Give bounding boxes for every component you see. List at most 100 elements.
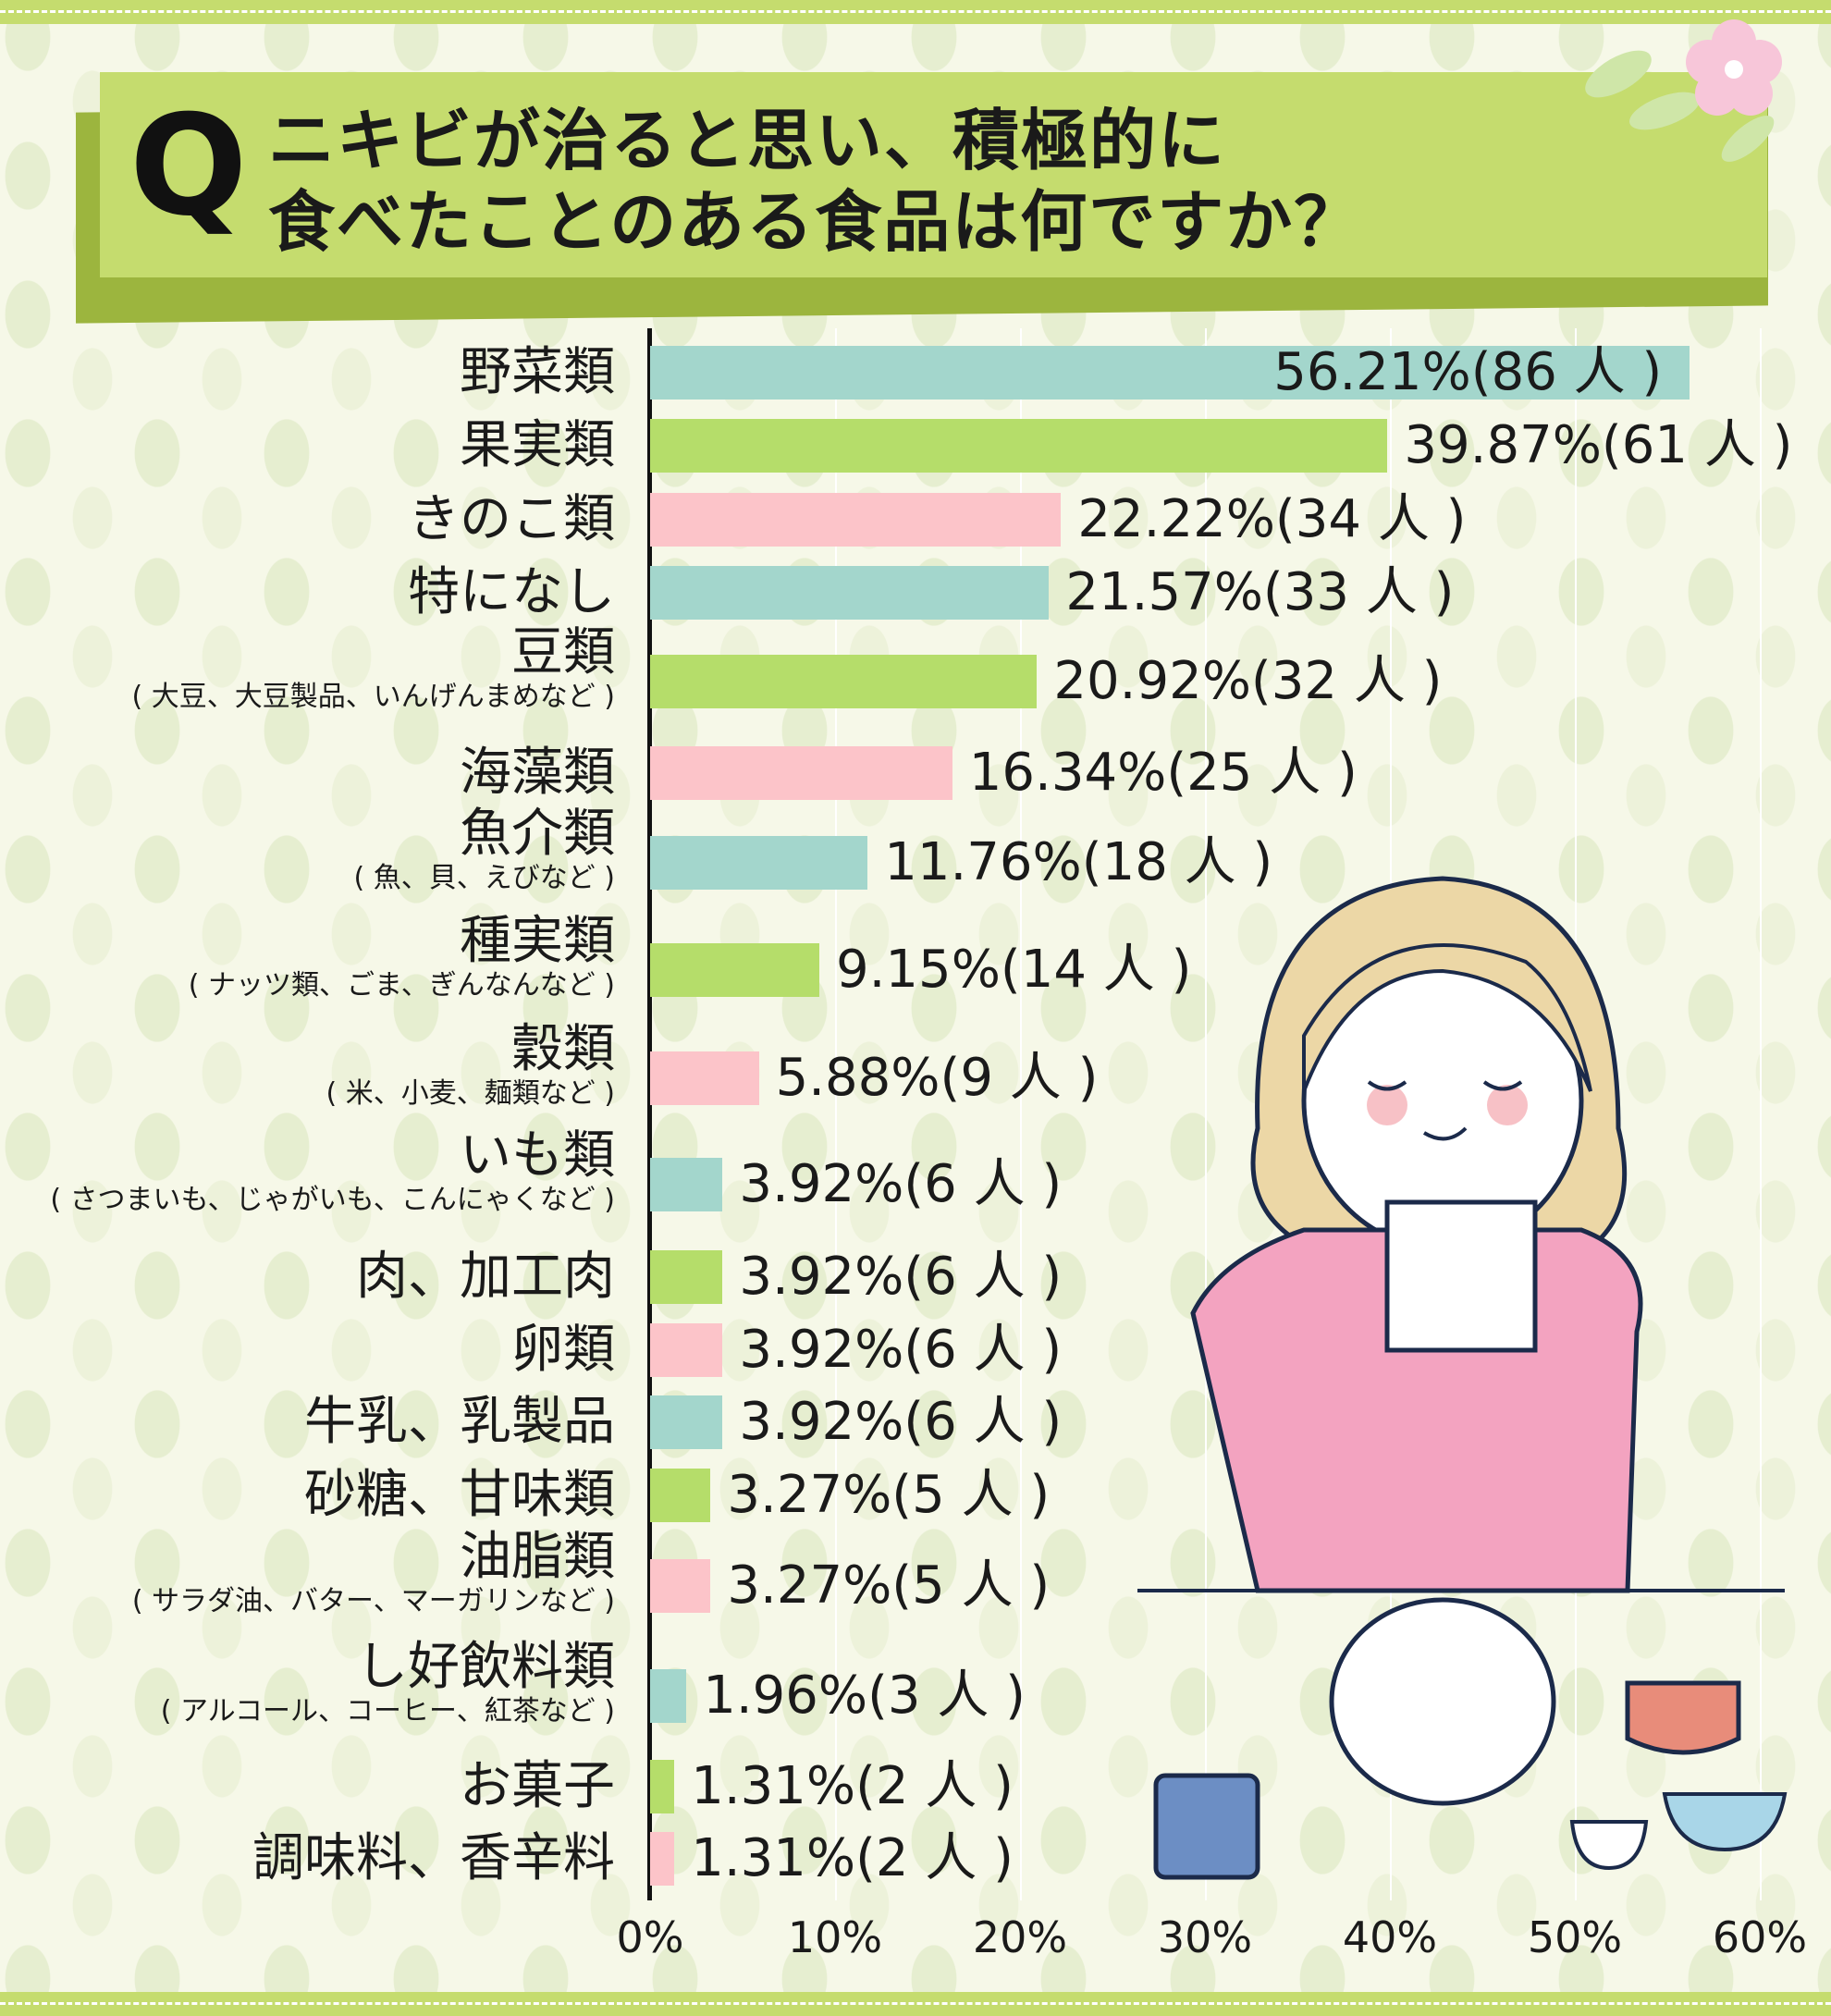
category-label: 種実類( ナッツ類、ごま、ぎんなんなど ): [189, 913, 615, 1002]
category-label: 穀類( 米、小麦、麺類など ): [326, 1021, 615, 1110]
x-tick-label: 0%: [616, 1912, 684, 1962]
y-axis-line: [647, 328, 652, 1900]
bar: [650, 1250, 723, 1304]
x-tick-label: 20%: [972, 1912, 1068, 1962]
category-name: 果実類: [460, 415, 615, 475]
x-tick-label: 30%: [1157, 1912, 1253, 1962]
category-label: 特になし: [408, 564, 615, 621]
category-note: ( 米、小麦、麺類など ): [326, 1077, 615, 1110]
data-label: 5.88%(9 人 ): [775, 1048, 1099, 1108]
category-note: ( さつまいも、じゃがいも、こんにゃくなど ): [50, 1184, 615, 1216]
category-note: ( アルコール、コーヒー、紅茶など ): [160, 1695, 615, 1727]
data-label: 11.76%(18 人 ): [884, 832, 1273, 892]
gridline: [835, 328, 837, 1900]
flower-icon: [1585, 19, 1782, 162]
category-name: 穀類: [511, 1019, 615, 1079]
data-label: 22.22%(34 人 ): [1077, 489, 1467, 549]
title-line-2: 食べたことのある食品は何ですか？: [268, 183, 1363, 261]
title-line-1: ニキビが治ると思い、積極的に: [268, 102, 1227, 179]
category-name: 豆類: [511, 622, 615, 682]
category-name: 野菜類: [460, 342, 615, 402]
category-label: し好飲料類( アルコール、コーヒー、紅茶など ): [161, 1639, 615, 1727]
bar: [650, 836, 868, 890]
category-label: お菓子: [460, 1758, 615, 1815]
bar: [650, 1395, 723, 1449]
category-name: お菓子: [460, 1756, 615, 1816]
data-label: 1.31%(2 人 ): [691, 1828, 1014, 1888]
top-border: [0, 0, 1831, 24]
category-label: 海藻類: [460, 744, 615, 802]
data-label: 1.96%(3 人 ): [703, 1666, 1026, 1726]
data-label: 39.87%(61 人 ): [1404, 415, 1793, 475]
bar: [650, 1158, 723, 1211]
category-name: 油脂類: [460, 1527, 615, 1587]
bottom-border: [0, 1992, 1831, 2016]
category-name: 牛乳、乳製品: [304, 1392, 615, 1452]
category-note: ( サラダ油、バター、マーガリンなど ): [131, 1585, 615, 1617]
title-banner: [100, 72, 1767, 277]
category-name: 魚介類: [460, 804, 615, 864]
category-label: 卵類: [511, 1321, 615, 1379]
data-label: 16.34%(25 人 ): [968, 743, 1358, 803]
category-name: 種実類: [460, 911, 615, 971]
category-label: 野菜類: [460, 344, 615, 401]
category-name: 砂糖、甘味類: [304, 1465, 615, 1525]
category-label: きのこ類: [408, 491, 615, 548]
data-label: 21.57%(33 人 ): [1065, 562, 1455, 622]
bar: [650, 566, 1050, 620]
gridline: [1205, 328, 1207, 1900]
data-label: 9.15%(14 人 ): [836, 940, 1192, 1000]
category-note: ( 大豆、大豆製品、いんげんまめなど ): [131, 681, 615, 713]
bar: [650, 1832, 675, 1886]
category-label: 豆類( 大豆、大豆製品、いんげんまめなど ): [132, 624, 615, 713]
category-label: 肉、加工肉: [356, 1248, 615, 1306]
question-mark-q: Q: [129, 86, 248, 247]
category-name: し好飲料類: [356, 1637, 615, 1697]
x-tick-label: 40%: [1342, 1912, 1438, 1962]
category-name: いも類: [460, 1125, 615, 1186]
data-label: 3.27%(5 人 ): [727, 1465, 1051, 1525]
data-label: 3.92%(6 人 ): [739, 1154, 1063, 1214]
data-label: 3.92%(6 人 ): [739, 1320, 1063, 1380]
bar: [650, 746, 952, 800]
data-label: 3.92%(6 人 ): [739, 1247, 1063, 1307]
category-label: 油脂類( サラダ油、バター、マーガリンなど ): [132, 1529, 615, 1617]
category-name: 特になし: [408, 562, 615, 622]
bar: [650, 655, 1038, 708]
data-label: 56.21%(86 人 ): [1273, 342, 1663, 402]
category-label: 砂糖、甘味類: [304, 1467, 615, 1524]
gridline: [1020, 328, 1022, 1900]
x-tick-label: 10%: [787, 1912, 883, 1962]
category-name: 卵類: [511, 1320, 615, 1380]
data-label: 20.92%(32 人 ): [1053, 651, 1443, 711]
category-name: 海藻類: [460, 743, 615, 803]
category-name: 肉、加工肉: [356, 1247, 615, 1307]
category-name: きのこ類: [408, 489, 615, 549]
category-label: いも類( さつまいも、じゃがいも、こんにゃくなど ): [50, 1127, 615, 1216]
data-label: 3.27%(5 人 ): [727, 1555, 1051, 1616]
bar: [650, 1051, 759, 1105]
bar: [650, 1669, 687, 1723]
bar: [650, 1559, 711, 1613]
category-label: 調味料、香辛料: [252, 1830, 615, 1887]
bar: [650, 1760, 675, 1813]
bar: [650, 1469, 711, 1522]
chart-title: ニキビが治ると思い、積極的に 食べたことのある食品は何ですか？: [268, 100, 1362, 263]
x-tick-label: 50%: [1527, 1912, 1623, 1962]
bar: [650, 493, 1062, 547]
bar: [650, 346, 1690, 400]
category-label: 果実類: [460, 417, 615, 474]
bar: [650, 419, 1388, 473]
category-label: 牛乳、乳製品: [304, 1394, 615, 1451]
category-note: ( ナッツ類、ごま、ぎんなんなど ): [188, 969, 615, 1002]
category-note: ( 魚、貝、えびなど ): [353, 862, 615, 894]
bar: [650, 1323, 723, 1377]
bar: [650, 943, 819, 997]
data-label: 3.92%(6 人 ): [739, 1392, 1063, 1452]
data-label: 1.31%(2 人 ): [691, 1756, 1014, 1816]
gridline: [1760, 328, 1762, 1900]
x-tick-label: 60%: [1712, 1912, 1808, 1962]
woman-eating-illustration: [1137, 876, 1788, 1880]
category-label: 魚介類( 魚、貝、えびなど ): [354, 805, 615, 894]
